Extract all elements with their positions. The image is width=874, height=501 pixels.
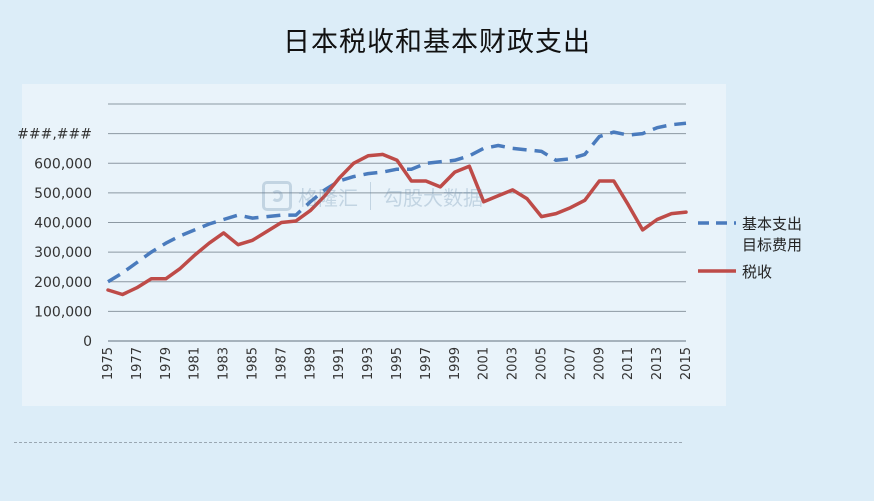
divider-line [14, 442, 682, 443]
tax-revenue-series-line [106, 152, 688, 297]
y-tick-label: 500,000 [34, 186, 92, 202]
chart-panel: 0 100,000 200,000 300,000 400,000 500,000 600,… [17, 84, 802, 406]
y-tick-label: 300,000 [34, 245, 92, 261]
legend-label-tax: 税收 [742, 263, 772, 281]
x-tick-label: 1991 [332, 347, 347, 380]
expenditure-series-line [107, 121, 687, 284]
x-tick-label: 2015 [679, 347, 694, 380]
x-tick-label: 1985 [246, 347, 261, 380]
x-tick-label: 2009 [592, 347, 607, 380]
legend-label-expenditure-line2: 目标费用 [742, 236, 802, 254]
x-tick-label: 2003 [506, 347, 521, 380]
x-tick-label: 2001 [477, 347, 492, 380]
y-tick-label: 600,000 [34, 156, 92, 172]
y-tick-label: 100,000 [34, 304, 92, 320]
page-title: 日本税收和基本财政支出 [283, 27, 591, 58]
line-chart: 0 100,000 200,000 300,000 400,000 500,000 600,… [17, 103, 802, 380]
x-tick-label: 1987 [274, 347, 289, 380]
x-tick-label: 1977 [130, 347, 145, 380]
x-tick-label: 1999 [448, 347, 463, 380]
y-tick-label: 200,000 [34, 275, 92, 291]
watermark-right-text: 勾股大数据 [383, 185, 483, 210]
watermark-left-text: 格隆汇 [298, 185, 358, 210]
x-axis-ticks: 1975 1977 1979 1981 1983 1985 1987 1989 1991 1993… [101, 347, 694, 380]
x-tick-label: 2011 [621, 347, 636, 380]
watermark-separator [370, 182, 371, 210]
x-tick-label: 2013 [650, 347, 665, 380]
y-tick-label: 0 [83, 334, 92, 350]
watermark-logo-icon [262, 181, 292, 211]
y-tick-label: ###,### [17, 127, 92, 143]
x-tick-label: 1993 [361, 347, 376, 380]
x-tick-label: 1981 [188, 347, 203, 380]
y-axis-ticks: 0 100,000 200,000 300,000 400,000 500,000 600,… [17, 127, 92, 350]
x-tick-label: 1983 [217, 347, 232, 380]
x-tick-label: 1975 [101, 347, 116, 380]
series-lines [106, 121, 688, 297]
y-tick-label: 400,000 [34, 216, 92, 232]
x-tick-label: 1995 [390, 347, 405, 380]
x-tick-label: 1979 [159, 347, 174, 380]
watermark: 格隆汇 勾股大数据 [262, 178, 483, 214]
x-tick-label: 1989 [303, 347, 318, 380]
x-tick-label: 2007 [563, 347, 578, 380]
x-tick-label: 2005 [535, 347, 550, 380]
grid-lines [108, 103, 686, 342]
legend-label-expenditure-line1: 基本支出 [742, 215, 802, 233]
x-tick-label: 1997 [419, 347, 434, 380]
